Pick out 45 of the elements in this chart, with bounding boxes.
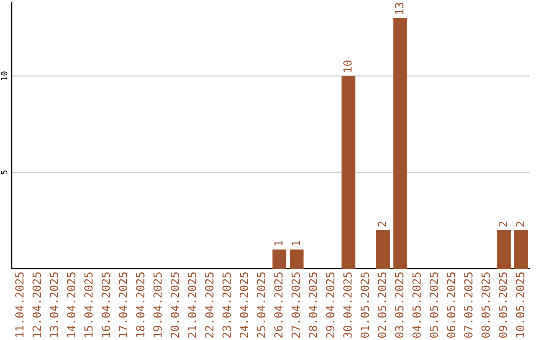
- bar: [497, 230, 512, 269]
- x-tick-label: 26.04.2025: [274, 272, 283, 338]
- x-tick-label: 09.05.2025: [498, 272, 508, 338]
- x-tick-label: 27.04.2025: [292, 272, 300, 338]
- data-label: 2: [378, 222, 386, 227]
- bar: [514, 230, 528, 269]
- x-tick-label: 25.04.2025: [257, 272, 266, 338]
- x-tick-label: 05.05.2025: [430, 272, 438, 338]
- x-tick-label: 10.05.2025: [516, 272, 525, 338]
- x-tick-label: 06.05.2025: [447, 272, 456, 338]
- x-tick-label: 18.04.2025: [136, 272, 145, 338]
- x-tick-label: 11.04.2025: [15, 272, 24, 338]
- x-tick-label: 12.04.2025: [32, 272, 42, 338]
- x-tick-label: 02.05.2025: [378, 272, 386, 338]
- x-tick-label: 22.04.2025: [205, 272, 214, 338]
- x-tick-label: 19.04.2025: [154, 272, 162, 338]
- bar: [342, 76, 356, 269]
- x-tick-label: 15.04.2025: [84, 272, 93, 338]
- x-tick-label: 13.04.2025: [50, 272, 58, 338]
- x-tick-label: 03.05.2025: [395, 272, 404, 338]
- bar: [376, 230, 390, 269]
- y-tick-label: 5: [1, 170, 8, 175]
- x-tick-label: 30.04.2025: [344, 272, 352, 338]
- bar: [290, 250, 304, 269]
- x-tick-label: 04.05.2025: [412, 272, 422, 338]
- x-tick-label: 08.05.2025: [482, 272, 490, 338]
- data-label: 10: [344, 60, 352, 72]
- data-label: 2: [498, 222, 508, 227]
- x-tick-label: 20.04.2025: [170, 272, 180, 338]
- x-tick-label: 21.04.2025: [188, 272, 197, 338]
- bar: [394, 18, 408, 269]
- x-tick-label: 16.04.2025: [102, 272, 110, 338]
- data-label: 1: [274, 241, 283, 246]
- x-tick-label: 14.04.2025: [67, 272, 76, 338]
- x-tick-label: 28.04.2025: [309, 272, 318, 338]
- data-label: 13: [395, 3, 404, 14]
- x-tick-label: 24.04.2025: [240, 272, 248, 338]
- bar: [272, 250, 287, 269]
- x-tick-label: 23.04.2025: [222, 272, 232, 338]
- data-label: 2: [516, 222, 524, 227]
- x-tick-label: 01.05.2025: [360, 272, 370, 338]
- x-tick-label: 29.04.2025: [326, 272, 335, 338]
- x-tick-label: 17.04.2025: [119, 272, 128, 338]
- x-tick-label: 07.05.2025: [464, 272, 473, 338]
- data-label: 1: [292, 241, 300, 246]
